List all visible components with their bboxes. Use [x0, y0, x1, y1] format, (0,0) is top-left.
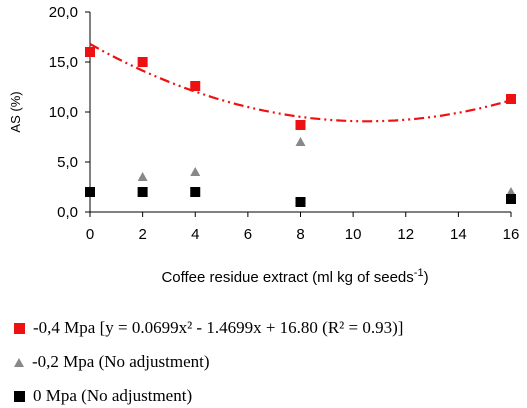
legend-label: 0 Mpa (No adjustment): [33, 386, 193, 405]
x-tick-label: 16: [503, 226, 520, 243]
data-point-triangle: [506, 187, 516, 196]
data-point-triangle: [190, 167, 201, 176]
y-tick-label: 15,0: [49, 54, 78, 71]
y-ticks: 0,0 5,0 10,0 15,0 20,0: [49, 4, 90, 221]
x-tick-label: 6: [244, 226, 252, 243]
x-tick-label: 12: [397, 226, 414, 243]
chart: 0,05,010,015,020,0 0 2 4 6 8 10 12 14 16 AS (%) …: [8, 4, 520, 286]
legend-item-series-2: -0,2 Mpa (No adjustment): [14, 352, 210, 372]
legend-marker-gray-triangle: [14, 357, 24, 367]
data-point-square: [295, 197, 306, 207]
x-tick-label: 8: [296, 226, 304, 243]
x-tick-label: 0: [86, 226, 94, 243]
x-axis-label: Coffee residue extract (ml kg of seeds-1…: [161, 267, 428, 286]
x-tick-label: 2: [138, 226, 146, 243]
x-tick-label: 4: [191, 226, 199, 243]
data-point-square: [506, 94, 516, 104]
fit-line: [89, 43, 512, 123]
y-tick-label: 10,0: [49, 104, 78, 121]
legend-item-series-1: -0,4 Mpa [y = 0.0699x² - 1.4699x + 16.80…: [14, 318, 403, 338]
data-point-square: [506, 194, 516, 204]
legend-marker-red-square: [14, 322, 25, 334]
x-ticks: 0 2 4 6 8 10 12 14 16: [86, 212, 520, 243]
y-tick-label: 0,0: [57, 204, 78, 221]
y-tick-label: 20,0: [49, 4, 78, 21]
trend-line: [89, 43, 512, 123]
legend-marker-black-square: [14, 390, 25, 402]
y-tick-label: 5,0: [57, 154, 78, 171]
data-point-square: [295, 120, 306, 130]
data-point-square: [190, 81, 201, 91]
data-point-square: [137, 57, 148, 67]
data-point-triangle: [137, 172, 148, 181]
x-tick-label: 14: [450, 226, 467, 243]
data-point-square: [85, 187, 95, 197]
legend-label: -0,4 Mpa [y = 0.0699x² - 1.4699x + 16.80…: [33, 318, 404, 337]
data-point-triangle: [295, 137, 306, 146]
data-points: [85, 47, 516, 207]
legend-item-series-3: 0 Mpa (No adjustment): [14, 386, 192, 406]
legend-label: -0,2 Mpa (No adjustment): [32, 352, 210, 371]
axes: [89, 12, 511, 213]
x-tick-label: 10: [345, 226, 362, 243]
y-axis-label: AS (%): [8, 91, 23, 132]
data-point-square: [85, 47, 95, 57]
data-point-square: [190, 187, 201, 197]
data-point-square: [137, 187, 148, 197]
